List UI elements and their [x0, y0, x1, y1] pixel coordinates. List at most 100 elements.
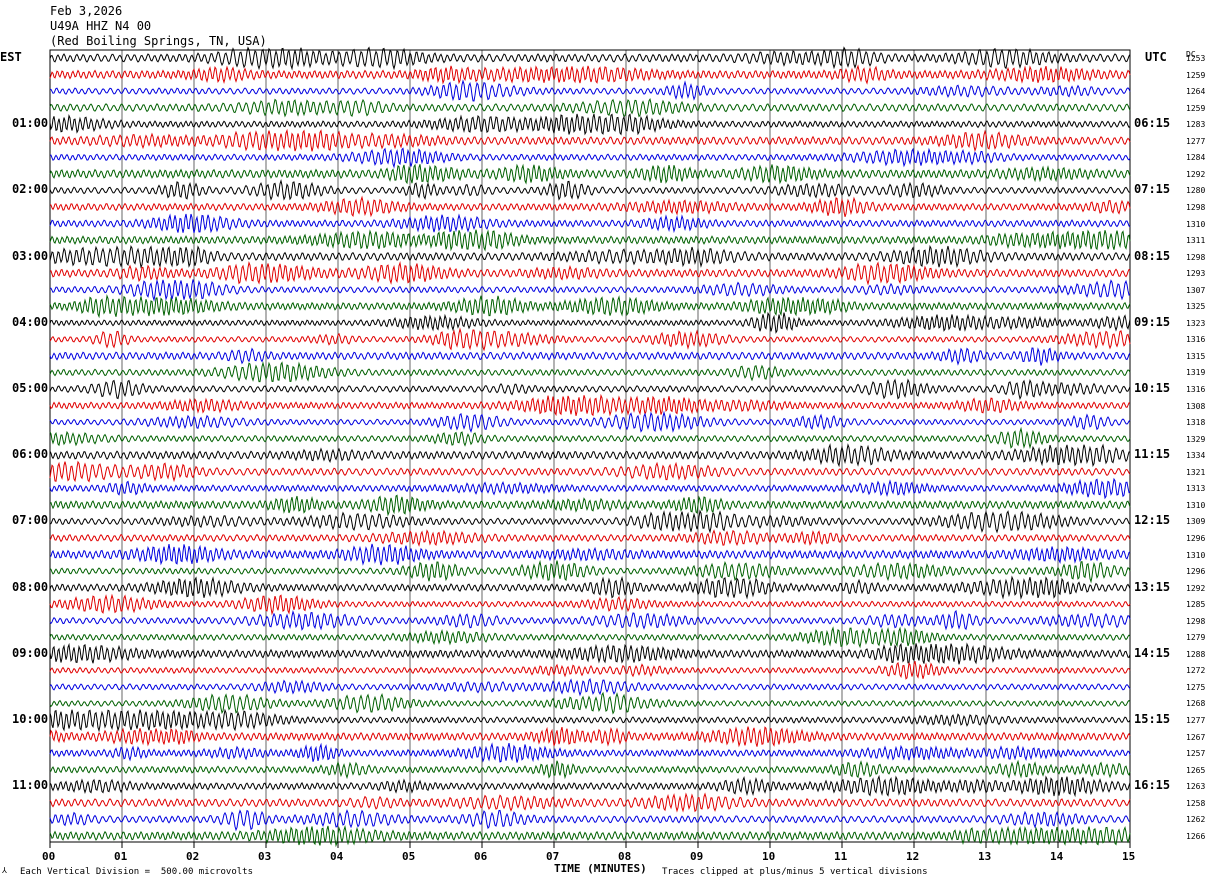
right-hour-label: 14:15 [1134, 645, 1171, 660]
trace-line [49, 642, 1131, 665]
dc-offset-value: 1283 [1186, 120, 1206, 130]
dc-offset-value: 1298 [1186, 616, 1206, 626]
left-hour-label: 04:00 [12, 314, 49, 329]
trace-line [49, 378, 1131, 401]
header-station: U49A HHZ N4 00 [50, 19, 152, 33]
trace-line [49, 678, 1131, 697]
left-hour-label: 06:00 [12, 447, 49, 462]
seismograph-icon: ⅄ [2, 866, 7, 875]
trace-line [49, 327, 1131, 352]
dc-offset-value: 1310 [1186, 500, 1206, 510]
left-hour-label: 02:00 [12, 182, 49, 197]
dc-offset-value: 1310 [1186, 219, 1206, 229]
right-hour-label: 15:15 [1134, 712, 1171, 726]
trace-line [49, 494, 1131, 517]
dc-offset-value: 1296 [1186, 533, 1206, 543]
minute-gridlines [49, 49, 1131, 843]
dc-offset-value: 1284 [1186, 153, 1206, 163]
trace-line [49, 311, 1131, 334]
trace-line [49, 260, 1131, 286]
dc-offset-value: 1296 [1186, 567, 1206, 577]
trace-line [49, 79, 1131, 102]
dc-offset-value: 1307 [1186, 285, 1206, 295]
dc-offset-value: 1293 [1186, 269, 1206, 279]
left-hour-label: 09:00 [12, 645, 49, 660]
dc-offset-value: 1316 [1186, 385, 1206, 394]
dc-offset-value: 1292 [1186, 169, 1206, 179]
dc-offset-value: 1280 [1186, 186, 1206, 196]
left-hour-label: 07:00 [12, 513, 49, 528]
seismic-traces [49, 46, 1131, 848]
x-tick-label: 00 [42, 850, 56, 863]
right-timezone-label: UTC [1145, 50, 1167, 64]
x-tick-label: 14 [1050, 850, 1064, 863]
trace-line [49, 294, 1131, 319]
x-tick-label: 09 [690, 850, 704, 863]
clip-note: Traces clipped at plus/minus 5 vertical … [662, 867, 928, 877]
trace-line [49, 774, 1131, 798]
trace-line [49, 726, 1131, 748]
dc-offset-value: 1316 [1186, 335, 1206, 345]
dc-offset-value: 1262 [1186, 815, 1206, 825]
right-hour-label: 11:15 [1134, 447, 1171, 462]
trace-line [49, 229, 1131, 252]
right-hour-label: 12:15 [1134, 513, 1171, 528]
trace-line [49, 509, 1131, 534]
header-date: Feb 3,2026 [50, 4, 123, 18]
dc-offset-value: 1279 [1186, 633, 1206, 643]
trace-line [49, 128, 1131, 153]
trace-line [49, 178, 1131, 201]
dc-label: DC [1186, 50, 1196, 59]
left-hour-label: 01:00 [12, 116, 49, 131]
dc-offset-value: 1323 [1186, 318, 1206, 328]
dc-offset-value: 1277 [1186, 716, 1206, 725]
trace-line [49, 477, 1131, 500]
header-location: (Red Boiling Springs, TN, USA) [50, 34, 267, 48]
dc-offset-value: 1325 [1186, 302, 1206, 312]
dc-offset-value: 1265 [1186, 765, 1206, 775]
trace-line [49, 759, 1131, 780]
right-hour-label: 07:15 [1134, 182, 1171, 197]
trace-line [49, 98, 1131, 118]
left-hour-label: 10:00 [12, 712, 49, 726]
trace-line [49, 443, 1131, 468]
trace-line [49, 213, 1131, 234]
x-axis-ticks [49, 842, 1131, 848]
trace-line [49, 410, 1131, 433]
right-hour-label: 06:15 [1134, 116, 1171, 131]
x-tick-label: 01 [114, 850, 128, 863]
dc-offset-value: 1285 [1186, 600, 1206, 610]
dc-offset-value: 1263 [1186, 782, 1206, 792]
trace-line [49, 809, 1131, 832]
dc-offset-value: 1253 [1186, 54, 1206, 63]
trace-line [49, 792, 1131, 813]
trace-line [49, 691, 1131, 715]
dc-offset-value: 1311 [1186, 236, 1206, 246]
left-hour-label: 11:00 [12, 778, 49, 793]
dc-offset-value: 1259 [1186, 103, 1206, 113]
left-timezone-label: EST [0, 50, 22, 64]
dc-offset-value: 1277 [1186, 136, 1206, 146]
plot-border [49, 49, 1131, 843]
trace-line [49, 278, 1131, 302]
right-hour-label: 10:15 [1134, 381, 1171, 395]
trace-line [49, 460, 1131, 483]
trace-line [49, 46, 1131, 71]
left-hour-label: 05:00 [12, 381, 49, 395]
x-tick-label: 13 [978, 850, 992, 863]
x-tick-label: 03 [258, 850, 272, 863]
dc-offset-value: 1298 [1186, 252, 1206, 262]
dc-offset-value: 1334 [1186, 451, 1206, 461]
trace-line [49, 660, 1131, 680]
dc-offset-value: 1315 [1186, 351, 1206, 361]
left-hour-label: 08:00 [12, 579, 49, 594]
x-tick-label: 15 [1122, 850, 1136, 863]
dc-offset-value: 1308 [1186, 401, 1206, 411]
dc-offset-value: 1268 [1186, 699, 1206, 709]
dc-offset-value: 1313 [1186, 484, 1206, 494]
trace-line [49, 609, 1131, 631]
right-hour-label: 08:15 [1134, 248, 1171, 263]
trace-line [49, 347, 1131, 366]
x-tick-label: 02 [186, 850, 200, 863]
x-tick-label: 08 [618, 850, 632, 863]
